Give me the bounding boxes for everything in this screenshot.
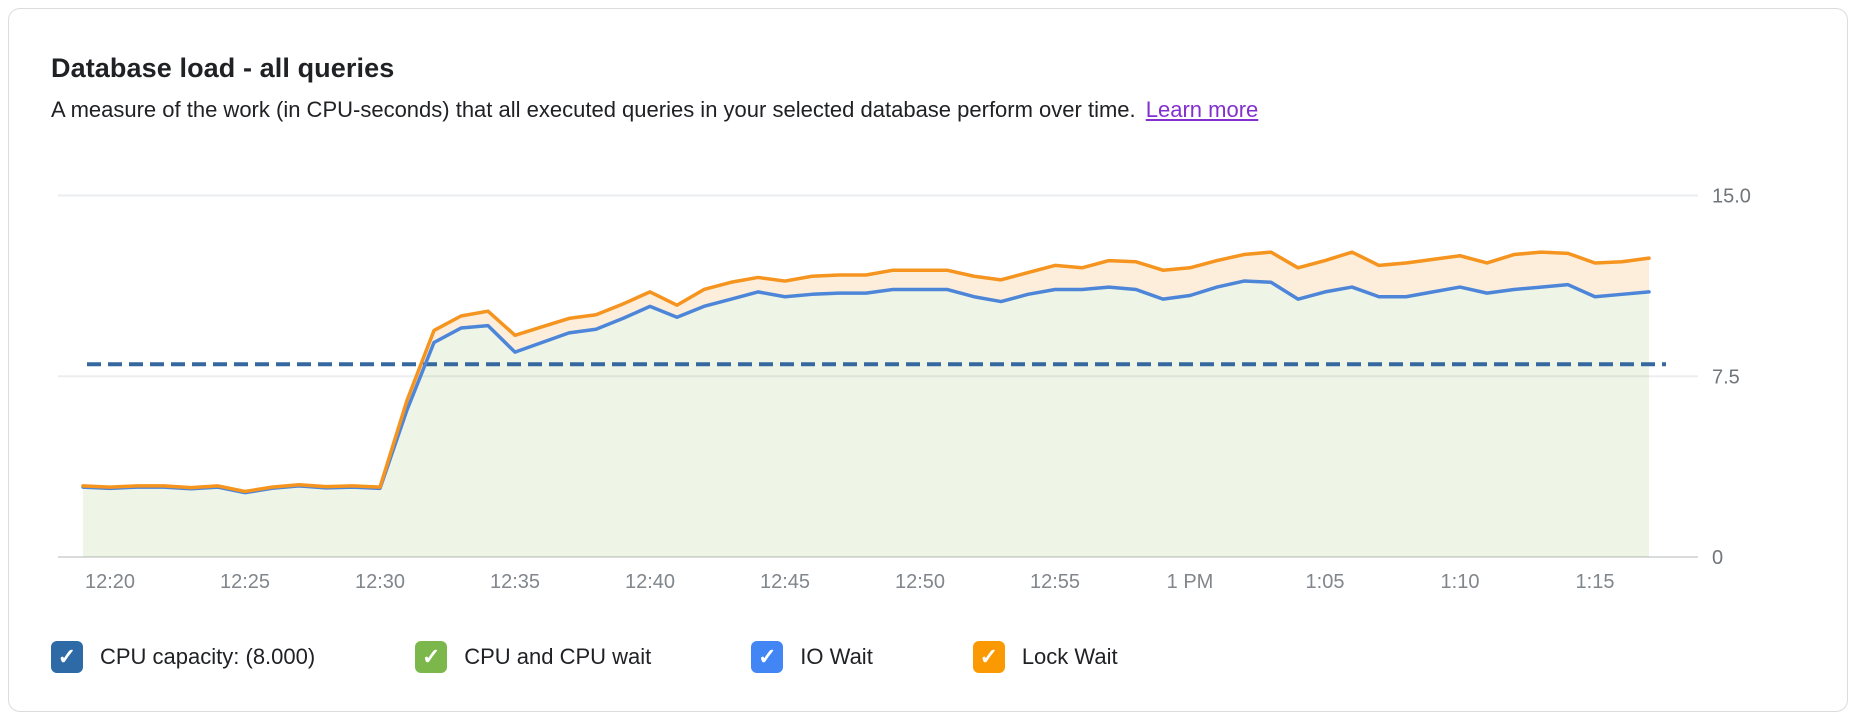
legend-item-lock-wait[interactable]: ✓ Lock Wait	[972, 641, 1118, 673]
legend-item-cpu-and-cpu-wait[interactable]: ✓ CPU and CPU wait	[415, 641, 651, 673]
legend-item-cpu-capacity[interactable]: ✓ CPU capacity: (8.000)	[51, 641, 315, 673]
io-wait-checkbox[interactable]: ✓	[751, 641, 784, 673]
check-icon: ✓	[758, 644, 777, 669]
legend-label: Lock Wait	[1021, 644, 1118, 669]
check-icon: ✓	[421, 644, 441, 669]
legend-label: CPU and CPU wait	[464, 644, 652, 669]
learn-more-link[interactable]: Learn more	[1145, 97, 1259, 122]
lock-wait-checkbox[interactable]: ✓	[972, 641, 1005, 673]
description-text: A measure of the work (in CPU-seconds) t…	[51, 97, 1136, 122]
cpu-capacity-checkbox[interactable]: ✓	[51, 641, 83, 673]
cpu-wait-checkbox[interactable]: ✓	[415, 641, 448, 673]
legend-label: CPU capacity: (8.000)	[100, 644, 316, 669]
page-title: Database load - all queries	[51, 53, 395, 83]
database-load-card: Database load - all queries A measure of…	[8, 8, 1848, 712]
chart-legend: ✓ CPU capacity: (8.000) ✓ CPU and CPU wa…	[51, 641, 1118, 673]
card-description: A measure of the work (in CPU-seconds) t…	[51, 97, 1258, 123]
check-icon: ✓	[979, 644, 999, 669]
legend-label: IO Wait	[800, 644, 873, 669]
legend-item-io-wait[interactable]: ✓ IO Wait	[751, 641, 873, 673]
check-icon: ✓	[57, 644, 77, 669]
